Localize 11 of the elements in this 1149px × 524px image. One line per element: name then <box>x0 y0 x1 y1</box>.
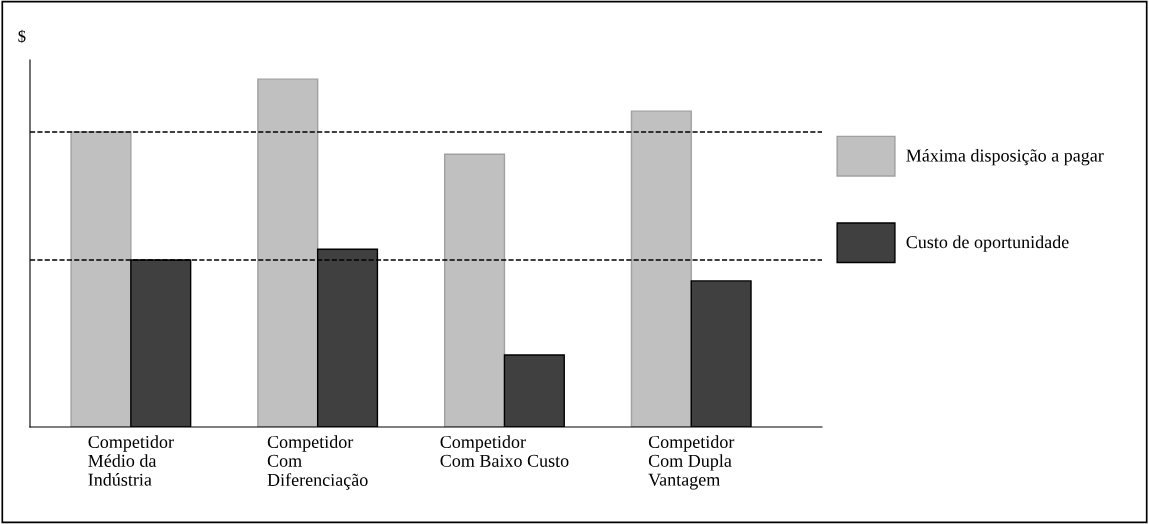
bar <box>70 131 132 427</box>
x-tick-label: Competidor Com Dupla Vantagem <box>648 435 735 490</box>
x-tick-label: Competidor Médio da Indústria <box>88 435 174 486</box>
x-tick-label: Competidor Com Baixo Custo <box>440 435 569 467</box>
legend-label: Máxima disposição a pagar <box>906 148 1104 166</box>
x-tick-label: Competidor Com Diferenciação <box>267 435 368 490</box>
legend-label: Custo de oportunidade <box>906 235 1069 252</box>
y-axis-title: $ <box>18 29 26 44</box>
bar <box>257 78 319 427</box>
bar <box>630 110 692 427</box>
bar <box>443 153 506 427</box>
